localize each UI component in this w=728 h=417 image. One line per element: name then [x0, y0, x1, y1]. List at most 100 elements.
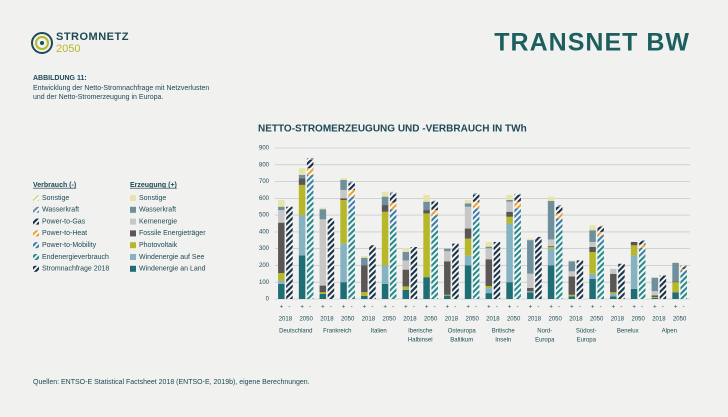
bar-segment: [610, 273, 617, 293]
bar-segment: [514, 194, 521, 195]
x-tick-label: 2018: [403, 317, 417, 323]
bar-segment: [568, 294, 576, 297]
bar-segment: [361, 295, 368, 299]
bar-segment: [472, 221, 480, 299]
bar-segment: [514, 201, 521, 209]
sign-label: +: [321, 305, 325, 311]
bar-segment: [298, 174, 306, 179]
legend-label: Sonstige: [139, 195, 166, 202]
x-tick-label: 2050: [548, 317, 562, 323]
sign-label: +: [280, 305, 284, 311]
bar-segment: [680, 270, 687, 276]
y-tick-label: 300: [259, 246, 270, 252]
legend-swatch: [130, 242, 136, 249]
bar-segment: [306, 194, 314, 299]
bar-segment: [576, 260, 584, 299]
bar-segment: [464, 255, 472, 266]
x-tick-label: 2018: [486, 317, 500, 323]
bar-segment: [638, 240, 646, 242]
bar-segment: [547, 248, 555, 266]
x-tick-label: 2050: [465, 317, 479, 323]
bar-segment: [472, 194, 480, 202]
bar-segment: [423, 277, 430, 299]
bar-segment: [381, 265, 389, 284]
bar-segment: [651, 291, 659, 296]
bar-segment: [298, 255, 306, 299]
sign-label: +: [487, 305, 491, 311]
region-label: Nord-: [537, 329, 552, 335]
legend-swatch: [33, 218, 39, 225]
x-tick-label: 2018: [445, 317, 459, 323]
brand: TRANSNET BW: [494, 29, 690, 57]
region-label: Deutschland: [279, 329, 312, 335]
logo-ring: [35, 36, 49, 50]
sign-label: -: [683, 305, 685, 311]
sign-label: +: [342, 305, 346, 311]
legend-title: Erzeugung (+): [130, 182, 177, 189]
bar-segment: [672, 262, 679, 263]
sign-label: +: [653, 305, 657, 311]
bar-segment: [298, 215, 306, 256]
source: Quellen: ENTSO-E Statistical Factsheet 2…: [33, 379, 310, 386]
bar-segment: [327, 218, 335, 299]
region-label: Frankreich: [323, 329, 351, 335]
bar-segment: [319, 292, 327, 294]
bar-segment: [472, 208, 480, 222]
bar-segment: [610, 293, 617, 297]
bar-segment: [361, 256, 368, 258]
bar-segment: [464, 265, 472, 299]
bar-segment: [506, 194, 513, 201]
bar-segment: [306, 168, 314, 175]
bar-segment: [485, 246, 493, 249]
bar-segment: [514, 225, 521, 299]
y-tick-label: 400: [259, 229, 270, 235]
bar-segment: [597, 225, 604, 227]
sign-label: -: [309, 305, 311, 311]
bar-segment: [514, 193, 521, 195]
y-tick-label: 100: [259, 280, 270, 286]
bar-segment: [547, 196, 555, 201]
sign-label: +: [570, 305, 574, 311]
sign-label: -: [392, 305, 394, 311]
bar-segment: [298, 184, 306, 216]
bar-segment: [589, 246, 596, 253]
sign-label: -: [475, 305, 477, 311]
bar-segment: [340, 282, 347, 299]
logo: [31, 32, 53, 54]
bar-segment: [680, 275, 687, 299]
bar-segment: [444, 295, 451, 299]
bar-segment: [444, 251, 451, 262]
bar-segment: [472, 193, 480, 195]
bar-segment: [514, 194, 521, 202]
x-tick-label: 2018: [528, 317, 542, 323]
bar-segment: [597, 235, 604, 246]
bar-segment: [348, 183, 355, 190]
bar-segment: [493, 241, 501, 299]
legend-label: Windenergie an Land: [139, 266, 206, 273]
bar-segment: [402, 260, 410, 270]
sign-label: -: [600, 305, 602, 311]
x-tick-label: 2050: [673, 317, 687, 323]
legend-swatch: [33, 242, 39, 249]
bar-segment: [589, 278, 596, 299]
bar-segment: [381, 191, 389, 197]
bar-segment: [597, 231, 604, 236]
x-tick-label: 2018: [611, 317, 625, 323]
legend-swatch: [33, 195, 39, 201]
bar-segment: [485, 259, 493, 287]
legend-swatch: [130, 230, 136, 237]
bar-segment: [402, 248, 410, 253]
bar-segment: [431, 200, 438, 201]
bar-segment: [444, 294, 451, 296]
y-tick-label: 700: [259, 179, 270, 185]
bar-segment: [651, 295, 659, 297]
bar-segment: [431, 201, 438, 211]
bar-segment: [278, 222, 285, 273]
bar-segment: [651, 297, 659, 299]
legend-swatch: [130, 265, 136, 272]
sign-label: +: [300, 305, 304, 311]
bar-segment: [423, 210, 430, 214]
bar-segment: [431, 215, 438, 231]
legend-swatch: [130, 195, 136, 201]
